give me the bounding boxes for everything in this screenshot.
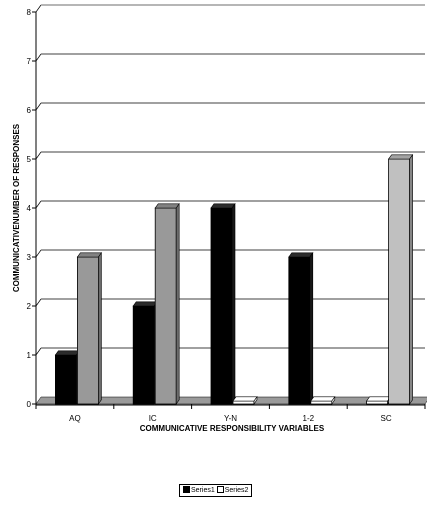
bar-series1-1-2 — [288, 251, 314, 405]
x-axis-title: COMMUNICATIVE RESPONSIBILITY VARIABLES — [140, 424, 325, 433]
y-tick-label: 2 — [27, 302, 32, 311]
legend-label-series2: Series2 — [224, 487, 249, 494]
y-tick-label: 1 — [27, 351, 32, 360]
x-tick-label: 1-2 — [303, 414, 315, 423]
legend-label-series1: Series1 — [191, 487, 215, 494]
y-tick-label: 7 — [27, 57, 32, 66]
gridline-diagonal — [35, 298, 42, 307]
bar-series1-y-n — [210, 202, 236, 405]
legend-item-series1: Series1 — [183, 485, 215, 496]
x-tick-label: SC — [381, 414, 392, 423]
bar-series2-y-n — [232, 395, 258, 405]
legend-swatch-series1 — [183, 485, 190, 493]
bar-series2-sc — [388, 153, 414, 405]
y-tick-label: 0 — [27, 400, 32, 409]
y-tick-label: 3 — [27, 253, 32, 262]
bar-series1-aq — [54, 349, 80, 405]
y-tick-label: 5 — [27, 155, 32, 164]
x-axis-ticks: AQ IC Y-N 1-2 SC — [35, 404, 426, 423]
legend-swatch-series2 — [216, 485, 224, 493]
y-tick-label: 4 — [27, 204, 32, 213]
bar-series1-sc — [366, 395, 392, 405]
legend: Series1 Series2 — [179, 484, 253, 497]
bar-series1-ic — [132, 300, 158, 405]
bar-series2-1-2 — [310, 395, 336, 405]
x-tick-label: Y-N — [224, 414, 237, 423]
y-tick-label: 6 — [27, 106, 32, 115]
gridline-diagonal — [35, 249, 42, 258]
gridline-diagonal — [35, 347, 42, 356]
legend-item-series2: Series2 — [216, 485, 249, 496]
bars — [54, 153, 414, 405]
y-axis-title: COMMUNICATIVENUMBER OF RESPONSES — [12, 123, 21, 292]
gridline-diagonal — [35, 200, 42, 209]
x-tick-label: IC — [149, 414, 157, 423]
gridline-diagonal — [35, 4, 42, 13]
y-tick-label: 8 — [27, 8, 32, 17]
bar-series2-aq — [76, 251, 102, 405]
y-axis-ticks: 0 1 2 3 4 5 6 7 8 — [27, 8, 36, 409]
gridline-diagonal — [35, 102, 42, 111]
gridline-diagonal — [35, 151, 42, 160]
gridline-diagonal — [35, 53, 42, 62]
bar-series2-ic — [154, 202, 180, 405]
x-tick-label: AQ — [69, 414, 81, 423]
